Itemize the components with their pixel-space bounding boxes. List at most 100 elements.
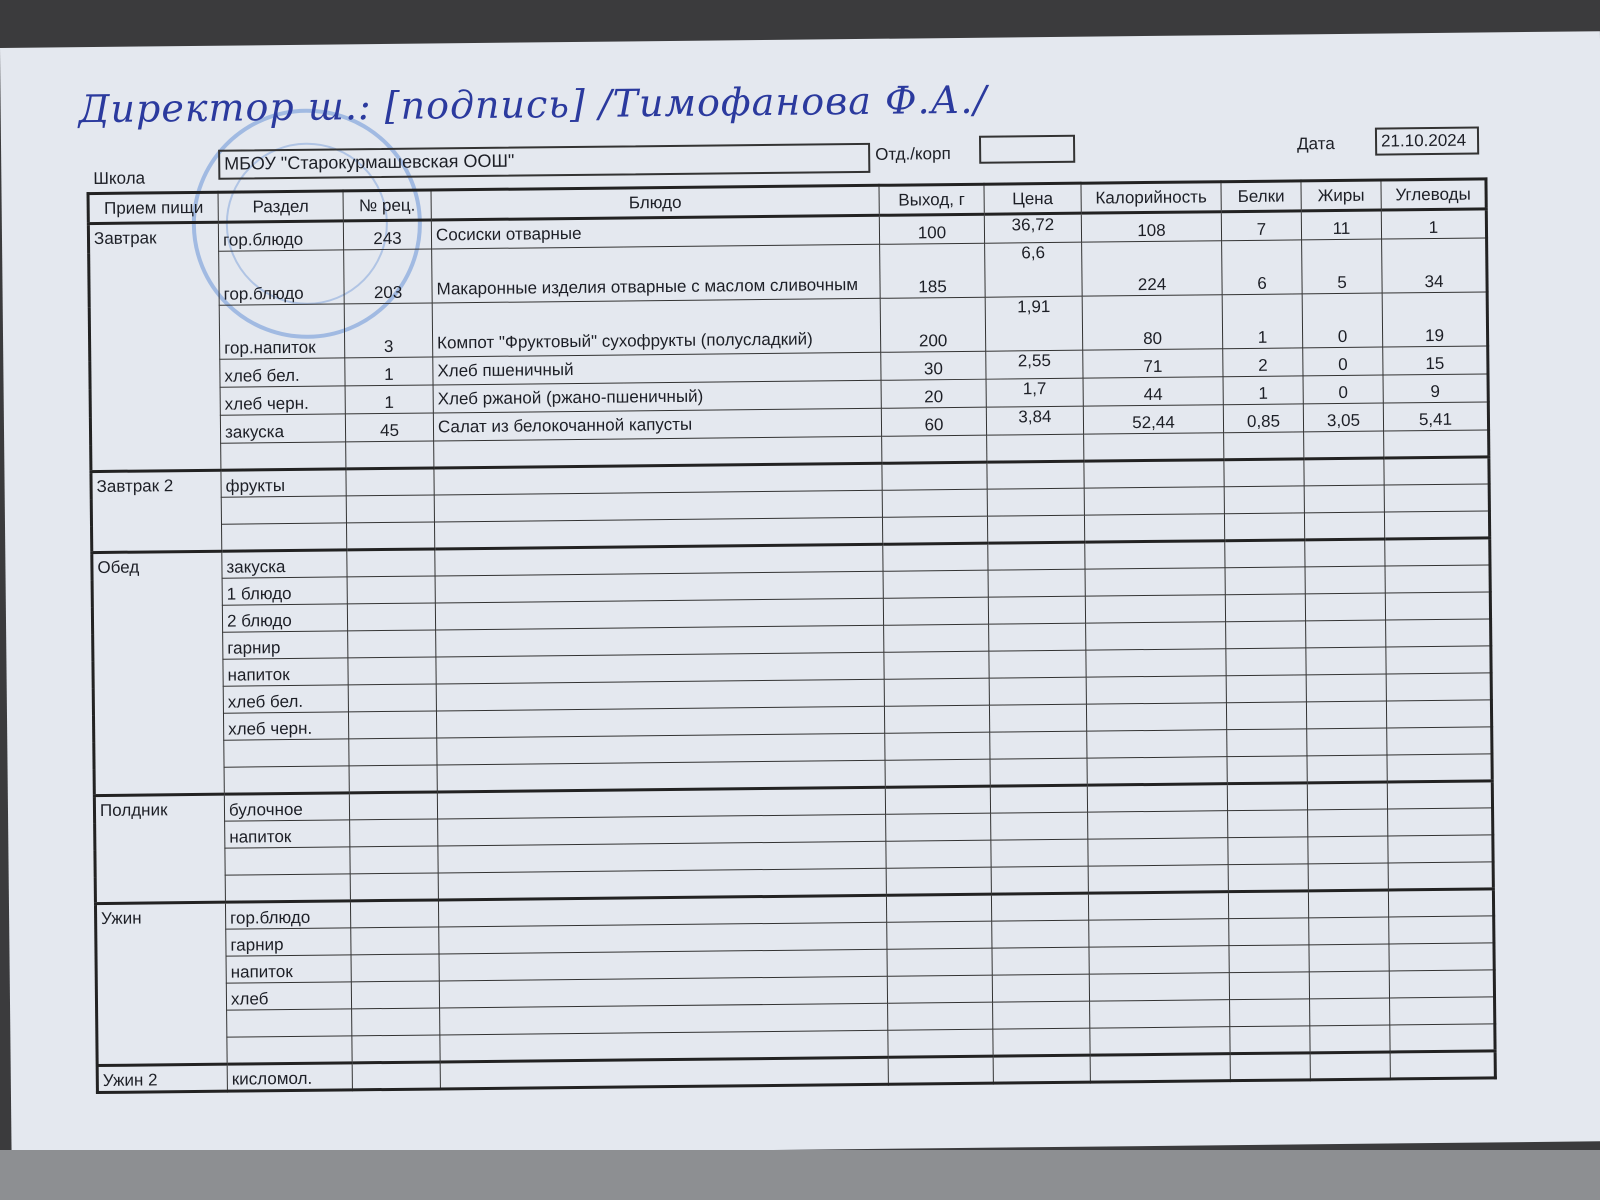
cell-fat	[1304, 512, 1385, 540]
column-header: Цена	[983, 183, 1082, 215]
cell-carbs	[1388, 888, 1494, 918]
cell-recipe	[345, 467, 435, 496]
cell-yield	[883, 651, 990, 680]
cell-yield	[887, 1002, 993, 1031]
cell-recipe	[347, 602, 436, 631]
cell-carbs	[1390, 1050, 1496, 1079]
cell-recipe	[348, 683, 437, 712]
cell-yield	[886, 867, 992, 896]
cell-kcal: 71	[1082, 348, 1224, 379]
cell-yield	[882, 516, 988, 545]
cell-recipe: 243	[343, 219, 432, 250]
cell-yield	[885, 813, 991, 842]
cell-kcal	[1088, 864, 1229, 894]
cell-section: хлеб бел.	[223, 684, 349, 714]
cell-kcal	[1085, 567, 1226, 597]
cell-protein: 1	[1223, 375, 1304, 405]
cell-section	[225, 873, 351, 903]
cell-dish: Сосиски отварные	[431, 215, 880, 249]
meal-name: Ужин 2	[97, 1064, 228, 1093]
cell-protein: 0,85	[1223, 403, 1304, 433]
cell-protein: 7	[1221, 210, 1302, 241]
cell-carbs	[1386, 672, 1492, 702]
cell-protein	[1226, 728, 1307, 757]
cell-carbs	[1385, 618, 1491, 648]
cell-price	[991, 866, 1089, 895]
cell-fat: 0	[1302, 347, 1384, 376]
column-header: Белки	[1220, 180, 1302, 212]
cell-price: 6,6	[984, 242, 1083, 298]
dept-field	[978, 134, 1076, 164]
cell-kcal	[1088, 891, 1229, 921]
cell-section: гор.блюдо	[218, 249, 345, 306]
cell-kcal	[1087, 783, 1228, 813]
cell-protein	[1228, 890, 1309, 919]
cell-carbs	[1386, 753, 1493, 783]
cell-carbs	[1384, 537, 1490, 567]
cell-protein	[1224, 485, 1305, 514]
cell-yield: 185	[879, 243, 986, 299]
cell-yield	[884, 678, 990, 707]
cell-section	[221, 495, 347, 525]
cell-section: гор.блюдо	[225, 900, 351, 930]
cell-fat	[1307, 809, 1388, 837]
cell-price	[992, 1028, 1091, 1057]
cell-carbs	[1389, 1023, 1496, 1052]
cell-yield	[884, 705, 990, 734]
cell-recipe: 45	[345, 412, 434, 442]
cell-protein	[1229, 1025, 1311, 1054]
cell-fat	[1305, 647, 1387, 675]
cell-recipe	[350, 872, 439, 901]
cell-kcal	[1087, 837, 1229, 867]
cell-price	[991, 920, 1089, 949]
cell-protein	[1228, 863, 1309, 892]
cell-fat	[1310, 1051, 1391, 1080]
cell-dish: Компот "Фруктовый" сухофрукты (полусладк…	[432, 298, 881, 357]
cell-fat	[1306, 674, 1387, 702]
cell-yield	[881, 435, 987, 464]
cell-fat	[1307, 782, 1388, 810]
cell-carbs	[1385, 645, 1492, 675]
cell-recipe	[346, 548, 436, 577]
cell-fat	[1309, 971, 1390, 999]
column-header: Выход, г	[878, 184, 985, 216]
cell-price	[991, 893, 1089, 922]
cell-price	[987, 515, 1085, 544]
cell-kcal: 52,44	[1083, 404, 1224, 435]
cell-kcal	[1085, 648, 1227, 678]
cell-section	[220, 441, 346, 471]
column-header: Углеводы	[1380, 178, 1487, 211]
cell-carbs: 15	[1382, 345, 1488, 376]
cell-price	[986, 434, 1084, 463]
cell-price	[992, 1001, 1090, 1030]
cell-kcal: 44	[1083, 376, 1224, 407]
cell-yield	[886, 894, 992, 923]
meal-name: Полдник	[94, 794, 226, 904]
cell-carbs	[1388, 861, 1494, 891]
cell-section: напиток	[222, 657, 349, 687]
column-header: Раздел	[218, 190, 344, 223]
cell-recipe	[349, 845, 439, 874]
cell-carbs	[1387, 807, 1493, 837]
cell-section: гарнир	[225, 927, 352, 957]
cell-kcal	[1085, 621, 1226, 651]
cell-recipe: 1	[345, 384, 434, 414]
cell-fat: 0	[1303, 375, 1384, 404]
column-header: Жиры	[1300, 180, 1382, 211]
cell-recipe	[349, 764, 438, 793]
cell-recipe	[346, 521, 435, 550]
background-surface	[0, 1150, 1600, 1200]
menu-table: Прием пищи Раздел № рец. Блюдо Выход, г Цена К…	[86, 177, 1497, 1095]
cell-recipe	[350, 899, 439, 928]
cell-kcal	[1088, 918, 1229, 948]
cell-protein	[1224, 539, 1306, 568]
cell-fat	[1308, 863, 1389, 891]
meal-name: Обед	[91, 551, 225, 796]
cell-fat	[1307, 836, 1389, 864]
cell-price: 1,7	[986, 378, 1084, 408]
column-header: Калорийность	[1080, 181, 1222, 214]
dept-label: Отд./корп	[875, 144, 951, 164]
cell-recipe: 1	[344, 356, 434, 386]
cell-recipe	[350, 926, 440, 955]
cell-protein	[1229, 998, 1310, 1027]
